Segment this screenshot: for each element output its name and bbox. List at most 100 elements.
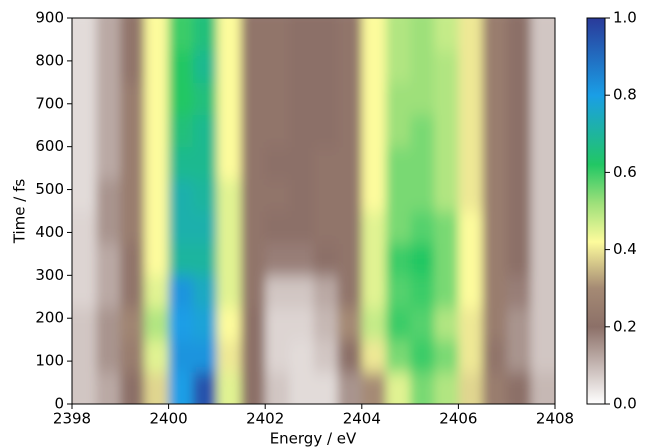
heatmap-cell <box>120 50 146 83</box>
heatmap-cell <box>96 243 121 276</box>
heatmap-cell <box>289 82 315 116</box>
heatmap-cell <box>337 339 363 373</box>
heatmap-cell <box>385 18 411 51</box>
heatmap-cell <box>410 50 435 83</box>
heatmap-cell <box>385 146 411 180</box>
heatmap-cell <box>289 307 315 341</box>
x-tick-label: 2398 <box>53 410 91 428</box>
heatmap-cell <box>96 371 121 404</box>
heatmap-cell <box>506 275 532 309</box>
colorbar-tick-label: 0.0 <box>613 395 637 413</box>
y-axis-label: Time / fs <box>11 179 29 245</box>
heatmap-cell <box>192 178 218 212</box>
heatmap-cell <box>410 275 435 309</box>
heatmap-cell <box>458 211 484 244</box>
y-tick-label: 400 <box>35 223 64 241</box>
heatmap-cell <box>458 339 484 373</box>
heatmap-cell <box>482 339 508 373</box>
heatmap-cell <box>241 211 266 244</box>
heatmap-cell <box>72 211 97 244</box>
heatmap-cell <box>216 243 242 276</box>
heatmap-cell <box>506 243 532 276</box>
heatmap-cell <box>410 82 435 116</box>
heatmap-cell <box>241 275 266 309</box>
heatmap-cell <box>120 307 146 341</box>
heatmap-cell <box>72 114 97 148</box>
heatmap-cell <box>337 50 363 83</box>
heatmap-cell <box>385 50 411 83</box>
heatmap-cell <box>337 307 363 341</box>
heatmap-cell <box>216 339 242 373</box>
heatmap-cell <box>72 339 97 373</box>
heatmap-cell <box>168 50 194 83</box>
heatmap-cell <box>168 307 194 341</box>
heatmap-cell <box>120 243 146 276</box>
heatmap-cell <box>216 211 242 244</box>
heatmap-cell <box>482 178 508 212</box>
heatmap-cell <box>192 114 218 148</box>
heatmap-cell <box>241 307 266 341</box>
heatmap-cell <box>506 146 532 180</box>
heatmap-cell <box>241 243 266 276</box>
heatmap-cell <box>241 146 266 180</box>
heatmap-cell <box>337 275 363 309</box>
heatmap-cell <box>216 82 242 116</box>
heatmap-cell <box>96 275 121 309</box>
heatmap-cell <box>144 178 170 212</box>
heatmap-cell <box>385 339 411 373</box>
heatmap-cell <box>530 50 555 83</box>
heatmap-cell <box>192 211 218 244</box>
heatmap-cell <box>482 114 508 148</box>
heatmap-cell <box>144 371 170 404</box>
heatmap-cell <box>168 339 194 373</box>
x-tick-label: 2406 <box>439 410 477 428</box>
heatmap-cell <box>482 307 508 341</box>
heatmap-cell <box>458 18 484 51</box>
heatmap-cell <box>530 178 555 212</box>
heatmap-cell <box>265 146 290 180</box>
heatmap-cell <box>530 211 555 244</box>
heatmap-cell <box>216 371 242 404</box>
heatmap-cell <box>530 82 555 116</box>
heatmap-cell <box>313 307 339 341</box>
heatmap-cell <box>241 18 266 51</box>
heatmap-cell <box>144 339 170 373</box>
heatmap-cell <box>289 178 315 212</box>
heatmap-cell <box>216 50 242 83</box>
heatmap-cell <box>385 82 411 116</box>
heatmap-cell <box>434 307 459 341</box>
heatmap-cell <box>506 339 532 373</box>
heatmap-cell <box>385 114 411 148</box>
heatmap-cell <box>168 18 194 51</box>
heatmap-cell <box>410 243 435 276</box>
y-tick-label: 500 <box>35 180 64 198</box>
heatmap-cell <box>385 178 411 212</box>
heatmap-cell <box>144 18 170 51</box>
heatmap-cell <box>337 243 363 276</box>
colorbar-tick-label: 0.8 <box>613 86 637 104</box>
heatmap-cell <box>506 211 532 244</box>
heatmap-cell <box>144 146 170 180</box>
heatmap-cell <box>120 114 146 148</box>
y-tick-label: 200 <box>35 309 64 327</box>
heatmap-cell <box>482 275 508 309</box>
heatmap-cell <box>506 18 532 51</box>
heatmap-cell <box>313 339 339 373</box>
heatmap-cell <box>530 339 555 373</box>
heatmap-cell <box>482 371 508 404</box>
heatmap-cell <box>482 50 508 83</box>
heatmap-cell <box>289 275 315 309</box>
heatmap-cell <box>265 243 290 276</box>
heatmap-cell <box>361 114 387 148</box>
heatmap-cell <box>241 339 266 373</box>
heatmap-cell <box>530 243 555 276</box>
heatmap-cell <box>434 146 459 180</box>
heatmap-cell <box>120 211 146 244</box>
heatmap-cell <box>434 339 459 373</box>
y-tick-label: 700 <box>35 94 64 112</box>
heatmap-cell <box>168 371 194 404</box>
heatmap-cell <box>313 178 339 212</box>
heatmap-cell <box>72 243 97 276</box>
heatmap-cell <box>530 307 555 341</box>
heatmap-cell <box>313 114 339 148</box>
